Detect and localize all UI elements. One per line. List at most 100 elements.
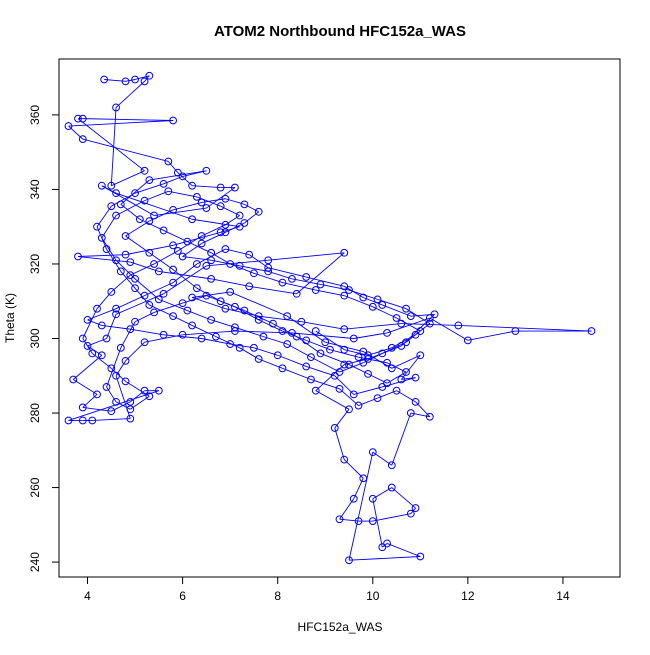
- data-point: [112, 397, 120, 406]
- series-line-segment: [372, 306, 397, 319]
- series-line-segment: [244, 211, 259, 224]
- data-point: [207, 256, 216, 265]
- data-point: [116, 343, 125, 352]
- data-point: [378, 543, 387, 552]
- data-point: [416, 552, 425, 561]
- series-line-segment: [101, 325, 131, 330]
- series-line-segment: [306, 276, 345, 287]
- x-tick-label: 10: [366, 589, 380, 603]
- data-point: [131, 189, 139, 198]
- series-line-segment: [458, 325, 592, 332]
- data-point: [340, 291, 349, 300]
- data-point: [292, 289, 301, 298]
- data-point: [159, 179, 168, 188]
- data-point: [340, 248, 349, 257]
- series-line-segment: [82, 308, 98, 339]
- x-axis-label: HFC152a_WAS: [298, 620, 383, 634]
- data-point: [126, 325, 135, 334]
- data-point: [150, 211, 158, 220]
- data-point: [283, 312, 292, 321]
- x-tick-label: 12: [461, 589, 475, 603]
- series-line-segment: [211, 278, 250, 287]
- data-point: [64, 416, 73, 425]
- series-line-segment: [310, 379, 340, 390]
- series-line-segment: [367, 347, 392, 356]
- data-point: [93, 390, 101, 399]
- data-point: [316, 349, 325, 358]
- series-line-segment: [315, 289, 345, 297]
- data-point: [221, 304, 230, 313]
- series-line-segment: [405, 308, 431, 324]
- data-point: [202, 261, 211, 270]
- data-point: [112, 211, 120, 220]
- data-point: [126, 258, 135, 267]
- data-point: [140, 386, 149, 395]
- data-point: [387, 483, 396, 492]
- data-point: [188, 321, 197, 330]
- series-line-segment: [339, 388, 359, 406]
- series-line-segment: [358, 356, 388, 364]
- data-point: [178, 299, 187, 307]
- series-line-segment: [391, 354, 421, 369]
- data-point: [140, 338, 149, 347]
- data-point: [93, 304, 101, 313]
- data-point: [216, 297, 225, 306]
- series-line-segment: [258, 319, 283, 332]
- data-point: [188, 215, 197, 224]
- x-axis: 4 6 8 10 12 14: [84, 576, 570, 603]
- series-line-segment: [182, 295, 207, 304]
- data-point: [340, 345, 349, 354]
- data-point: [197, 334, 206, 343]
- data-point: [340, 360, 349, 369]
- data-point: [311, 386, 320, 395]
- data-point: [354, 401, 363, 410]
- data-point: [192, 260, 201, 268]
- series-line-segment: [182, 256, 212, 261]
- data-point: [145, 176, 154, 185]
- y-tick-label: 280: [28, 403, 42, 423]
- series-line-segment: [92, 418, 131, 421]
- data-point: [416, 351, 425, 360]
- data-point: [254, 315, 263, 324]
- series-line-segment: [158, 270, 212, 280]
- data-point: [78, 114, 87, 123]
- data-point: [406, 409, 415, 417]
- data-point: [159, 330, 168, 339]
- data-point: [231, 183, 239, 192]
- series-line-segment: [253, 347, 278, 356]
- data-point: [97, 351, 106, 360]
- data-point: [88, 349, 97, 358]
- data-point: [373, 295, 382, 304]
- series-line-segment: [382, 341, 407, 354]
- data-point: [231, 327, 239, 335]
- data-point: [383, 539, 391, 548]
- data-point: [349, 494, 358, 503]
- series-line-segment: [72, 354, 103, 380]
- data-point: [454, 321, 463, 330]
- series-line-segment: [130, 261, 159, 272]
- data-point: [178, 330, 187, 339]
- series-line-segment: [343, 459, 364, 479]
- data-point: [145, 217, 154, 226]
- data-point: [97, 181, 106, 190]
- y-tick-label: 320: [28, 254, 42, 274]
- data-point: [302, 273, 311, 281]
- y-tick-label: 300: [28, 328, 42, 348]
- chart-title: ATOM2 Northbound HFC152a_WAS: [214, 23, 466, 40]
- data-point: [207, 315, 216, 324]
- series-line-segment: [268, 267, 307, 278]
- series-line-segment: [301, 321, 345, 330]
- data-point: [183, 237, 192, 246]
- data-point: [411, 373, 420, 382]
- series-line-segment: [73, 379, 98, 395]
- series-line-segment: [130, 328, 164, 336]
- data-point: [145, 248, 154, 257]
- data-point: [383, 329, 391, 337]
- series-line-segment: [163, 265, 207, 295]
- series-line-segment: [268, 270, 293, 280]
- series-line-segment: [372, 513, 411, 522]
- data-point: [97, 321, 106, 330]
- series-line-segment: [101, 215, 117, 239]
- series-line-segment: [96, 205, 112, 227]
